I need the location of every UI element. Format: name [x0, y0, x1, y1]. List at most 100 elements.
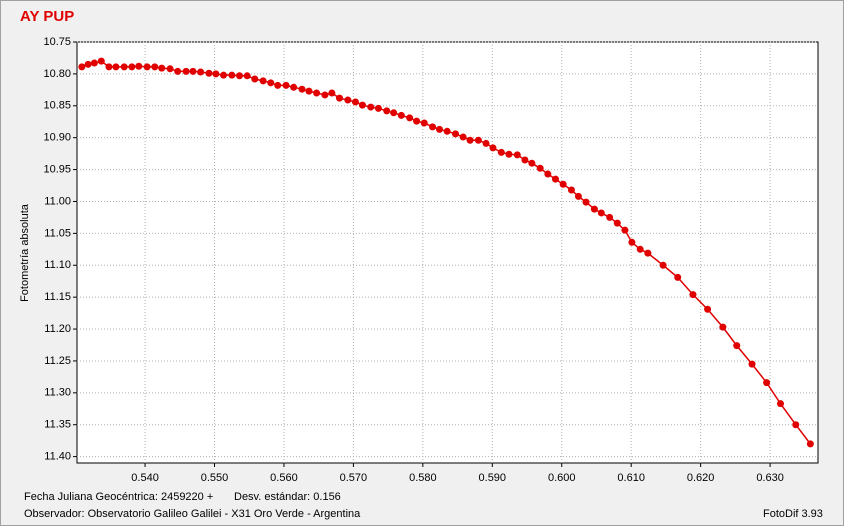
data-point	[90, 59, 98, 67]
data-point	[644, 249, 652, 257]
data-point	[590, 205, 598, 213]
data-point	[628, 238, 636, 246]
data-point	[166, 65, 174, 73]
data-point	[551, 175, 559, 183]
x-tick-label: 0.540	[131, 472, 159, 484]
data-point	[182, 67, 190, 75]
data-point	[390, 109, 398, 117]
data-point	[174, 67, 182, 75]
data-point	[466, 136, 474, 144]
x-tick-label: 0.620	[687, 472, 715, 484]
y-tick-label: 10.85	[43, 100, 71, 112]
data-point	[536, 164, 544, 172]
data-point	[748, 360, 756, 368]
y-tick-label: 10.75	[43, 36, 71, 48]
data-point	[567, 186, 575, 194]
data-point	[135, 62, 143, 70]
data-point	[158, 64, 166, 72]
data-point	[528, 159, 536, 167]
data-point	[321, 91, 329, 99]
data-point	[290, 83, 298, 91]
data-point	[505, 150, 513, 158]
data-point	[420, 119, 428, 127]
data-point	[78, 63, 86, 71]
data-point	[236, 72, 244, 80]
y-tick-label: 10.95	[43, 163, 71, 175]
x-tick-label: 0.580	[409, 472, 437, 484]
data-point	[792, 421, 800, 429]
data-point	[112, 63, 120, 71]
data-point	[344, 96, 352, 104]
data-point	[212, 70, 220, 78]
y-axis-label: Fotometría absoluta	[19, 203, 31, 302]
data-point	[220, 71, 228, 79]
plot-area	[76, 41, 819, 464]
data-point	[197, 68, 205, 76]
y-tick-label: 10.80	[43, 68, 71, 80]
data-point	[513, 151, 521, 159]
annotation: FotoDif 3.93	[763, 508, 823, 520]
data-point	[597, 209, 605, 217]
data-point	[776, 400, 784, 408]
data-point	[328, 89, 336, 97]
y-tick-label: 11.20	[44, 323, 71, 335]
data-point	[806, 440, 814, 448]
annotation: Desv. estándar: 0.156	[234, 491, 341, 503]
annotation: Observador: Observatorio Galileo Galilei…	[24, 508, 361, 520]
data-point	[351, 98, 359, 106]
data-point	[383, 107, 391, 115]
data-point	[189, 67, 197, 75]
data-point	[228, 71, 236, 79]
data-point	[367, 103, 375, 111]
y-tick-label: 11.25	[44, 355, 71, 367]
data-point	[259, 77, 267, 85]
data-point	[451, 130, 459, 138]
data-point	[521, 156, 529, 164]
data-point	[267, 79, 275, 87]
y-tick-label: 11.15	[44, 291, 71, 303]
data-point	[336, 94, 344, 102]
data-point	[606, 213, 614, 221]
x-tick-label: 0.610	[617, 472, 645, 484]
data-point	[374, 104, 382, 112]
data-point	[582, 198, 590, 206]
data-point	[636, 245, 644, 253]
x-tick-label: 0.560	[270, 472, 298, 484]
data-point	[497, 148, 505, 156]
data-point	[313, 89, 321, 97]
x-tick-label: 0.570	[340, 472, 368, 484]
data-point	[429, 123, 437, 131]
data-point	[305, 87, 313, 95]
data-point	[443, 127, 451, 135]
data-point	[763, 379, 771, 387]
data-point	[474, 136, 482, 144]
data-point	[243, 72, 251, 80]
data-point	[151, 63, 159, 71]
data-point	[358, 101, 366, 109]
x-tick-label: 0.630	[756, 472, 784, 484]
x-tick-label: 0.590	[479, 472, 507, 484]
data-point	[674, 273, 682, 281]
data-point	[406, 114, 414, 122]
data-point	[84, 60, 92, 68]
data-point	[613, 219, 621, 227]
y-tick-label: 11.00	[44, 195, 71, 207]
x-axis-label: Fecha Juliana Geocéntrica: 2459220 +	[24, 491, 213, 503]
chart-title: AY PUP	[20, 8, 74, 25]
y-tick-label: 11.35	[44, 419, 71, 431]
data-point	[733, 342, 741, 350]
data-point	[97, 57, 105, 65]
data-point	[251, 75, 259, 83]
data-point	[205, 69, 213, 77]
data-point	[413, 117, 421, 125]
data-point	[621, 226, 629, 234]
data-point	[459, 133, 467, 141]
data-point	[274, 81, 282, 89]
data-point	[544, 170, 552, 178]
data-point	[298, 85, 306, 93]
data-point	[689, 291, 697, 299]
data-point	[719, 323, 727, 331]
data-point	[397, 111, 405, 119]
data-point	[489, 144, 497, 152]
